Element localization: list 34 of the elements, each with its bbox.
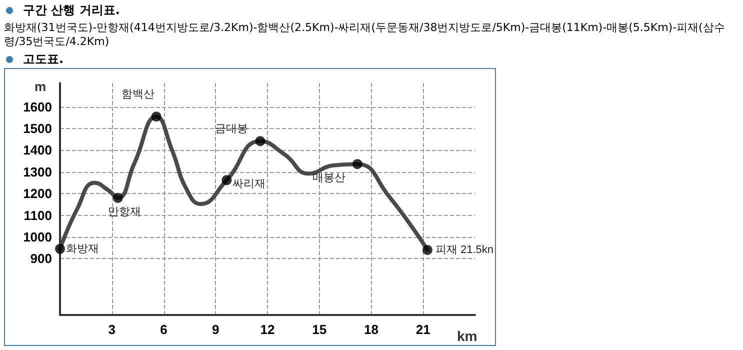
y-tick-label: 900 xyxy=(30,251,52,266)
point xyxy=(222,175,232,186)
x-tick-label: 21 xyxy=(416,322,430,337)
y-tick-label: 1100 xyxy=(24,208,52,223)
x-tick-label: 3 xyxy=(108,322,116,337)
y-tick-label: 1500 xyxy=(23,121,52,136)
x-tick-label: 9 xyxy=(212,322,220,337)
y-tick-label: 1200 xyxy=(23,186,52,202)
annotation: 매봉산 xyxy=(312,172,346,184)
point xyxy=(112,192,123,203)
text: 고도표. xyxy=(23,51,64,68)
annotation: 화방재 xyxy=(66,242,99,255)
x-tick-label: 6 xyxy=(160,322,168,337)
point xyxy=(422,244,432,255)
annotation: 금대봉 xyxy=(215,123,248,136)
point xyxy=(255,136,266,146)
x-tick-label: 15 xyxy=(312,322,327,337)
x-axis-title: km xyxy=(457,328,478,344)
y-tick-label: 1600 xyxy=(23,99,52,114)
point xyxy=(151,112,162,122)
y-tick-label: 1000 xyxy=(23,229,52,244)
point xyxy=(55,244,65,254)
annotation: 만항재 xyxy=(108,206,141,218)
point xyxy=(352,159,362,170)
annotation: 함백산 xyxy=(121,88,154,101)
x-tick-label: 12 xyxy=(260,322,275,337)
annotation: 싸리재 xyxy=(232,178,266,190)
annotation: 피재 21.5kn xyxy=(435,244,494,256)
chart-subtitle: 화방재(31번국도)-만항재(414번지방도로/3.2Km)-함백산(2.5Km)-싸리재(두문동재/38번지방도로/5Km)-금대봉(11Km)-매봉(5.5Km)-피재(삼수령/35번국도/4.2Km) xyxy=(4,21,726,49)
chart-title: 구간 산행 거리표. xyxy=(23,2,120,19)
y-tick-label: 1300 xyxy=(23,164,52,180)
x-tick-label: 18 xyxy=(364,322,378,337)
y-tick-label: 1400 xyxy=(23,142,52,158)
y-axis-title: m xyxy=(34,79,46,94)
